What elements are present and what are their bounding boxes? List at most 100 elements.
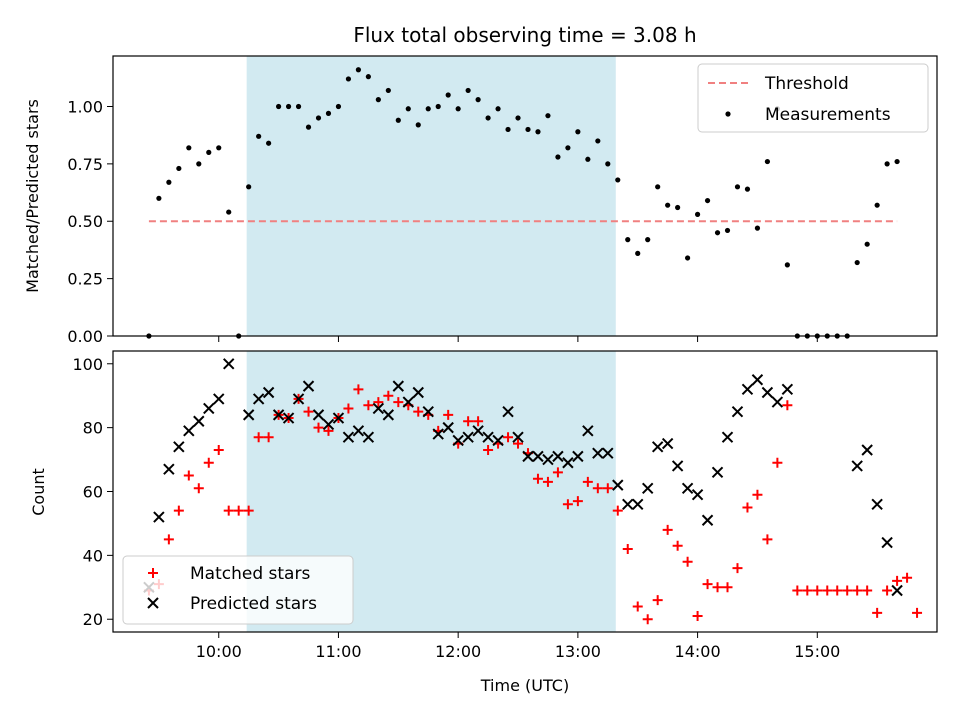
matched-point (183, 470, 194, 481)
predicted-point (871, 498, 883, 510)
predicted-point (542, 453, 554, 466)
measurement-point (355, 67, 362, 73)
matched-point (642, 614, 653, 625)
predicted-point (761, 386, 774, 399)
matched-point (912, 607, 923, 618)
predicted-point (242, 409, 255, 421)
matched-point (812, 585, 823, 596)
top-y-tick-label: 0.75 (67, 155, 103, 174)
x-tick-label: 15:00 (794, 642, 840, 661)
measurement-point (854, 259, 860, 266)
top-y-tick-label: 0.25 (67, 270, 103, 289)
predicted-point (612, 479, 624, 491)
measurement-point (325, 110, 332, 116)
bottom-y-tick-label: 60 (83, 483, 103, 502)
top-observing-window (246, 56, 616, 336)
predicted-point (472, 425, 484, 437)
matched-point (253, 432, 264, 443)
measurement-point (455, 106, 461, 112)
measurement-point (894, 158, 900, 165)
predicted-point (432, 428, 444, 440)
predicted-point (691, 488, 704, 501)
predicted-point (452, 434, 464, 447)
matched-point (343, 403, 354, 414)
matched-point (802, 585, 813, 596)
bottom-y-tick-label: 40 (83, 546, 103, 565)
matched-point (572, 496, 583, 507)
top-panel-ylabel: Matched/Predicted stars (23, 99, 42, 293)
predicted-point (282, 412, 295, 424)
measurement-point (305, 124, 312, 130)
predicted-point (462, 431, 474, 443)
matched-point (892, 575, 903, 586)
legend-predicted-marker (147, 597, 159, 609)
matched-point (612, 505, 623, 516)
matched-point (752, 489, 763, 500)
predicted-point (851, 460, 863, 472)
bottom-legend-box (122, 555, 354, 625)
measurement-point (186, 145, 192, 151)
predicted-point (342, 431, 355, 443)
matched-point (712, 582, 723, 593)
matched-point (592, 483, 603, 494)
predicted-point (203, 402, 215, 415)
predicted-point (562, 457, 574, 469)
top-series-measurements (146, 67, 900, 339)
x-tick-label: 11:00 (315, 642, 361, 661)
matched-point (413, 406, 424, 417)
matched-point (842, 585, 853, 596)
predicted-point (482, 431, 494, 443)
measurement-point (485, 115, 491, 121)
measurement-point (295, 103, 302, 110)
predicted-point (193, 415, 205, 427)
matched-point (682, 556, 693, 567)
predicted-point (312, 409, 325, 421)
measurement-point (495, 106, 501, 112)
predicted-point (622, 498, 634, 510)
measurement-point (864, 241, 870, 247)
matched-point (473, 416, 484, 427)
measurement-point (635, 250, 641, 256)
bottom-y-tick-label: 80 (83, 419, 103, 438)
predicted-point (223, 358, 235, 370)
matched-point (702, 579, 713, 590)
matched-point (542, 476, 553, 487)
predicted-point (582, 425, 594, 437)
matched-point (373, 397, 384, 408)
predicted-point (292, 393, 305, 405)
matched-point (483, 444, 494, 455)
matched-point (163, 534, 174, 545)
predicted-point (272, 409, 285, 421)
top-panel-frame (112, 55, 938, 337)
measurement-point (335, 103, 342, 110)
bottom-panel-xlabel: Time (UTC) (480, 676, 569, 695)
matched-point (672, 540, 683, 551)
bottom-series-predicted-stars (143, 358, 903, 597)
matched-point (742, 502, 753, 513)
predicted-point (711, 466, 724, 479)
matched-point (173, 505, 184, 516)
predicted-point (183, 425, 195, 437)
predicted-point (362, 431, 375, 443)
measurement-point (415, 122, 421, 128)
matched-point (383, 390, 394, 401)
matched-point (562, 499, 573, 510)
predicted-point (322, 418, 335, 431)
matched-point (602, 483, 613, 494)
matched-point (722, 582, 733, 593)
matched-point (652, 595, 663, 606)
predicted-point (502, 405, 514, 418)
matched-point (832, 585, 843, 596)
measurement-point (395, 117, 401, 123)
predicted-point (891, 584, 903, 597)
predicted-point (372, 402, 385, 415)
top-legend-box (697, 63, 929, 133)
predicted-point (442, 421, 454, 434)
legend-predicted-swatch (147, 597, 159, 609)
measurement-point (525, 126, 531, 133)
predicted-point (721, 431, 734, 443)
matched-point (692, 611, 703, 622)
matched-point (393, 397, 404, 408)
measurement-point (595, 138, 601, 144)
matched-point (193, 483, 204, 494)
